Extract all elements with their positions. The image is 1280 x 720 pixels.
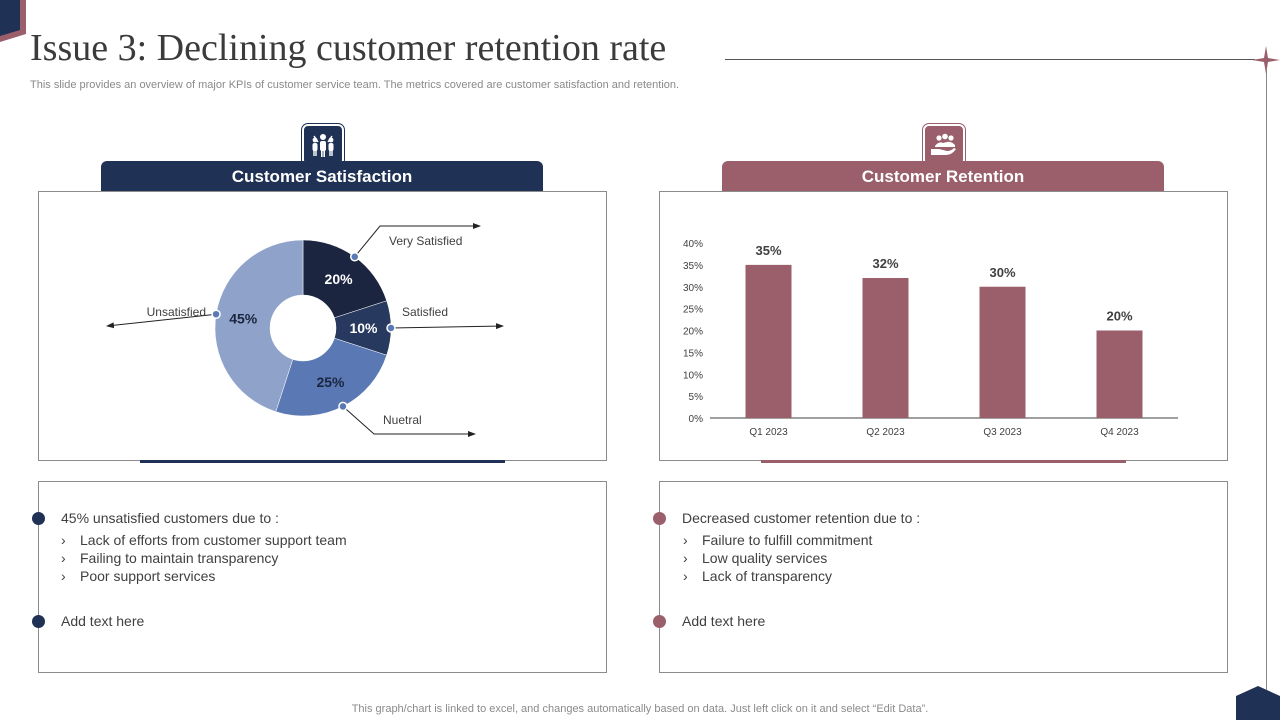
bullet-dot: [653, 615, 666, 628]
bullet-text: Add text here: [682, 613, 766, 629]
satisfaction-notes-panel: [38, 481, 607, 673]
bar-value-label: 32%: [872, 256, 898, 271]
callout-arrow: [390, 323, 504, 330]
bar-value-label: 35%: [755, 243, 781, 258]
list-item: › Failing to maintain transparency: [61, 550, 279, 566]
bar: [745, 264, 792, 418]
callout-dot: [338, 401, 348, 412]
page-subtitle: This slide provides an overview of major…: [30, 79, 680, 91]
satisfaction-main-bullet: 45% unsatisfied customers due to :: [32, 510, 279, 526]
retention-underline: [761, 460, 1126, 463]
people-group-icon: [302, 124, 344, 166]
bar: [979, 286, 1026, 418]
callout-dot: [211, 309, 221, 319]
callout-arrow: [342, 406, 476, 437]
title-divider: [725, 59, 1255, 60]
bar-value-label: 30%: [989, 265, 1015, 280]
bar-value-label: 20%: [1106, 309, 1132, 324]
donut-category-label: Nuetral: [383, 413, 422, 427]
satisfaction-extra-bullet: Add text here: [32, 613, 144, 629]
retention-extra-bullet: Add text here: [653, 613, 765, 629]
donut-slice: [302, 239, 388, 319]
satisfaction-reasons-list: › Lack of efforts from customer support t…: [61, 531, 347, 585]
y-tick-label: 35%: [683, 261, 703, 272]
x-tick-label: Q3 2023: [983, 427, 1022, 438]
retention-main-bullet: Decreased customer retention due to :: [653, 510, 920, 526]
donut-value-label: 25%: [316, 374, 345, 390]
donut-category-label: Unsatisfied: [147, 305, 206, 319]
list-item: › Lack of efforts from customer support t…: [61, 532, 347, 548]
y-tick-label: 10%: [683, 370, 703, 381]
star-icon: [1252, 46, 1280, 74]
y-tick-label: 15%: [683, 348, 703, 359]
corner-decoration: [0, 0, 26, 42]
callout-arrow: [354, 223, 481, 258]
donut-slice: [214, 239, 304, 413]
y-tick-label: 40%: [683, 239, 703, 250]
y-tick-label: 5%: [689, 392, 704, 403]
satisfaction-chart-panel: [38, 191, 607, 461]
bullet-text: Add text here: [61, 613, 145, 629]
x-tick-label: Q4 2023: [1100, 427, 1139, 438]
satisfaction-header: Customer Satisfaction: [101, 161, 543, 192]
footer-note: This graph/chart is linked to excel, and…: [351, 703, 929, 715]
x-tick-label: Q1 2023: [749, 427, 788, 438]
donut-value-label: 10%: [349, 320, 378, 336]
bullet-dot: [32, 512, 45, 525]
corner-decoration: [1236, 686, 1280, 720]
retention-header: Customer Retention: [722, 161, 1164, 192]
bullet-dot: [653, 512, 666, 525]
list-item: › Low quality services: [683, 550, 828, 566]
bullet-text: Decreased customer retention due to :: [682, 510, 921, 526]
donut-value-label: 20%: [325, 271, 354, 287]
y-tick-label: 30%: [683, 283, 703, 294]
list-item: › Lack of transparency: [683, 568, 832, 584]
bar: [1096, 330, 1143, 418]
callout-arrow: [106, 313, 217, 329]
page-title: Issue 3: Declining customer retention ra…: [30, 27, 667, 69]
callout-dot: [386, 323, 396, 333]
list-item: › Failure to fulfill commitment: [683, 532, 873, 548]
satisfaction-underline: [140, 460, 505, 463]
donut-slice: [275, 337, 388, 417]
donut-category-label: Very Satisfied: [389, 234, 462, 248]
donut-category-label: Satisfied: [402, 305, 448, 319]
retention-notes-panel: [659, 481, 1228, 673]
right-divider: [1266, 70, 1267, 690]
bullet-dot: [32, 615, 45, 628]
bullet-text: 45% unsatisfied customers due to :: [61, 510, 279, 526]
callout-dot: [349, 252, 360, 262]
y-tick-label: 25%: [683, 305, 703, 316]
y-tick-label: 20%: [683, 327, 703, 338]
bar: [862, 278, 909, 418]
y-tick-label: 0%: [689, 414, 704, 425]
retention-reasons-list: › Failure to fulfill commitment › Low qual…: [683, 531, 872, 585]
x-tick-label: Q2 2023: [866, 427, 905, 438]
list-item: › Poor support services: [61, 568, 216, 584]
donut-value-label: 45%: [229, 311, 258, 327]
hand-people-icon: [923, 124, 965, 166]
